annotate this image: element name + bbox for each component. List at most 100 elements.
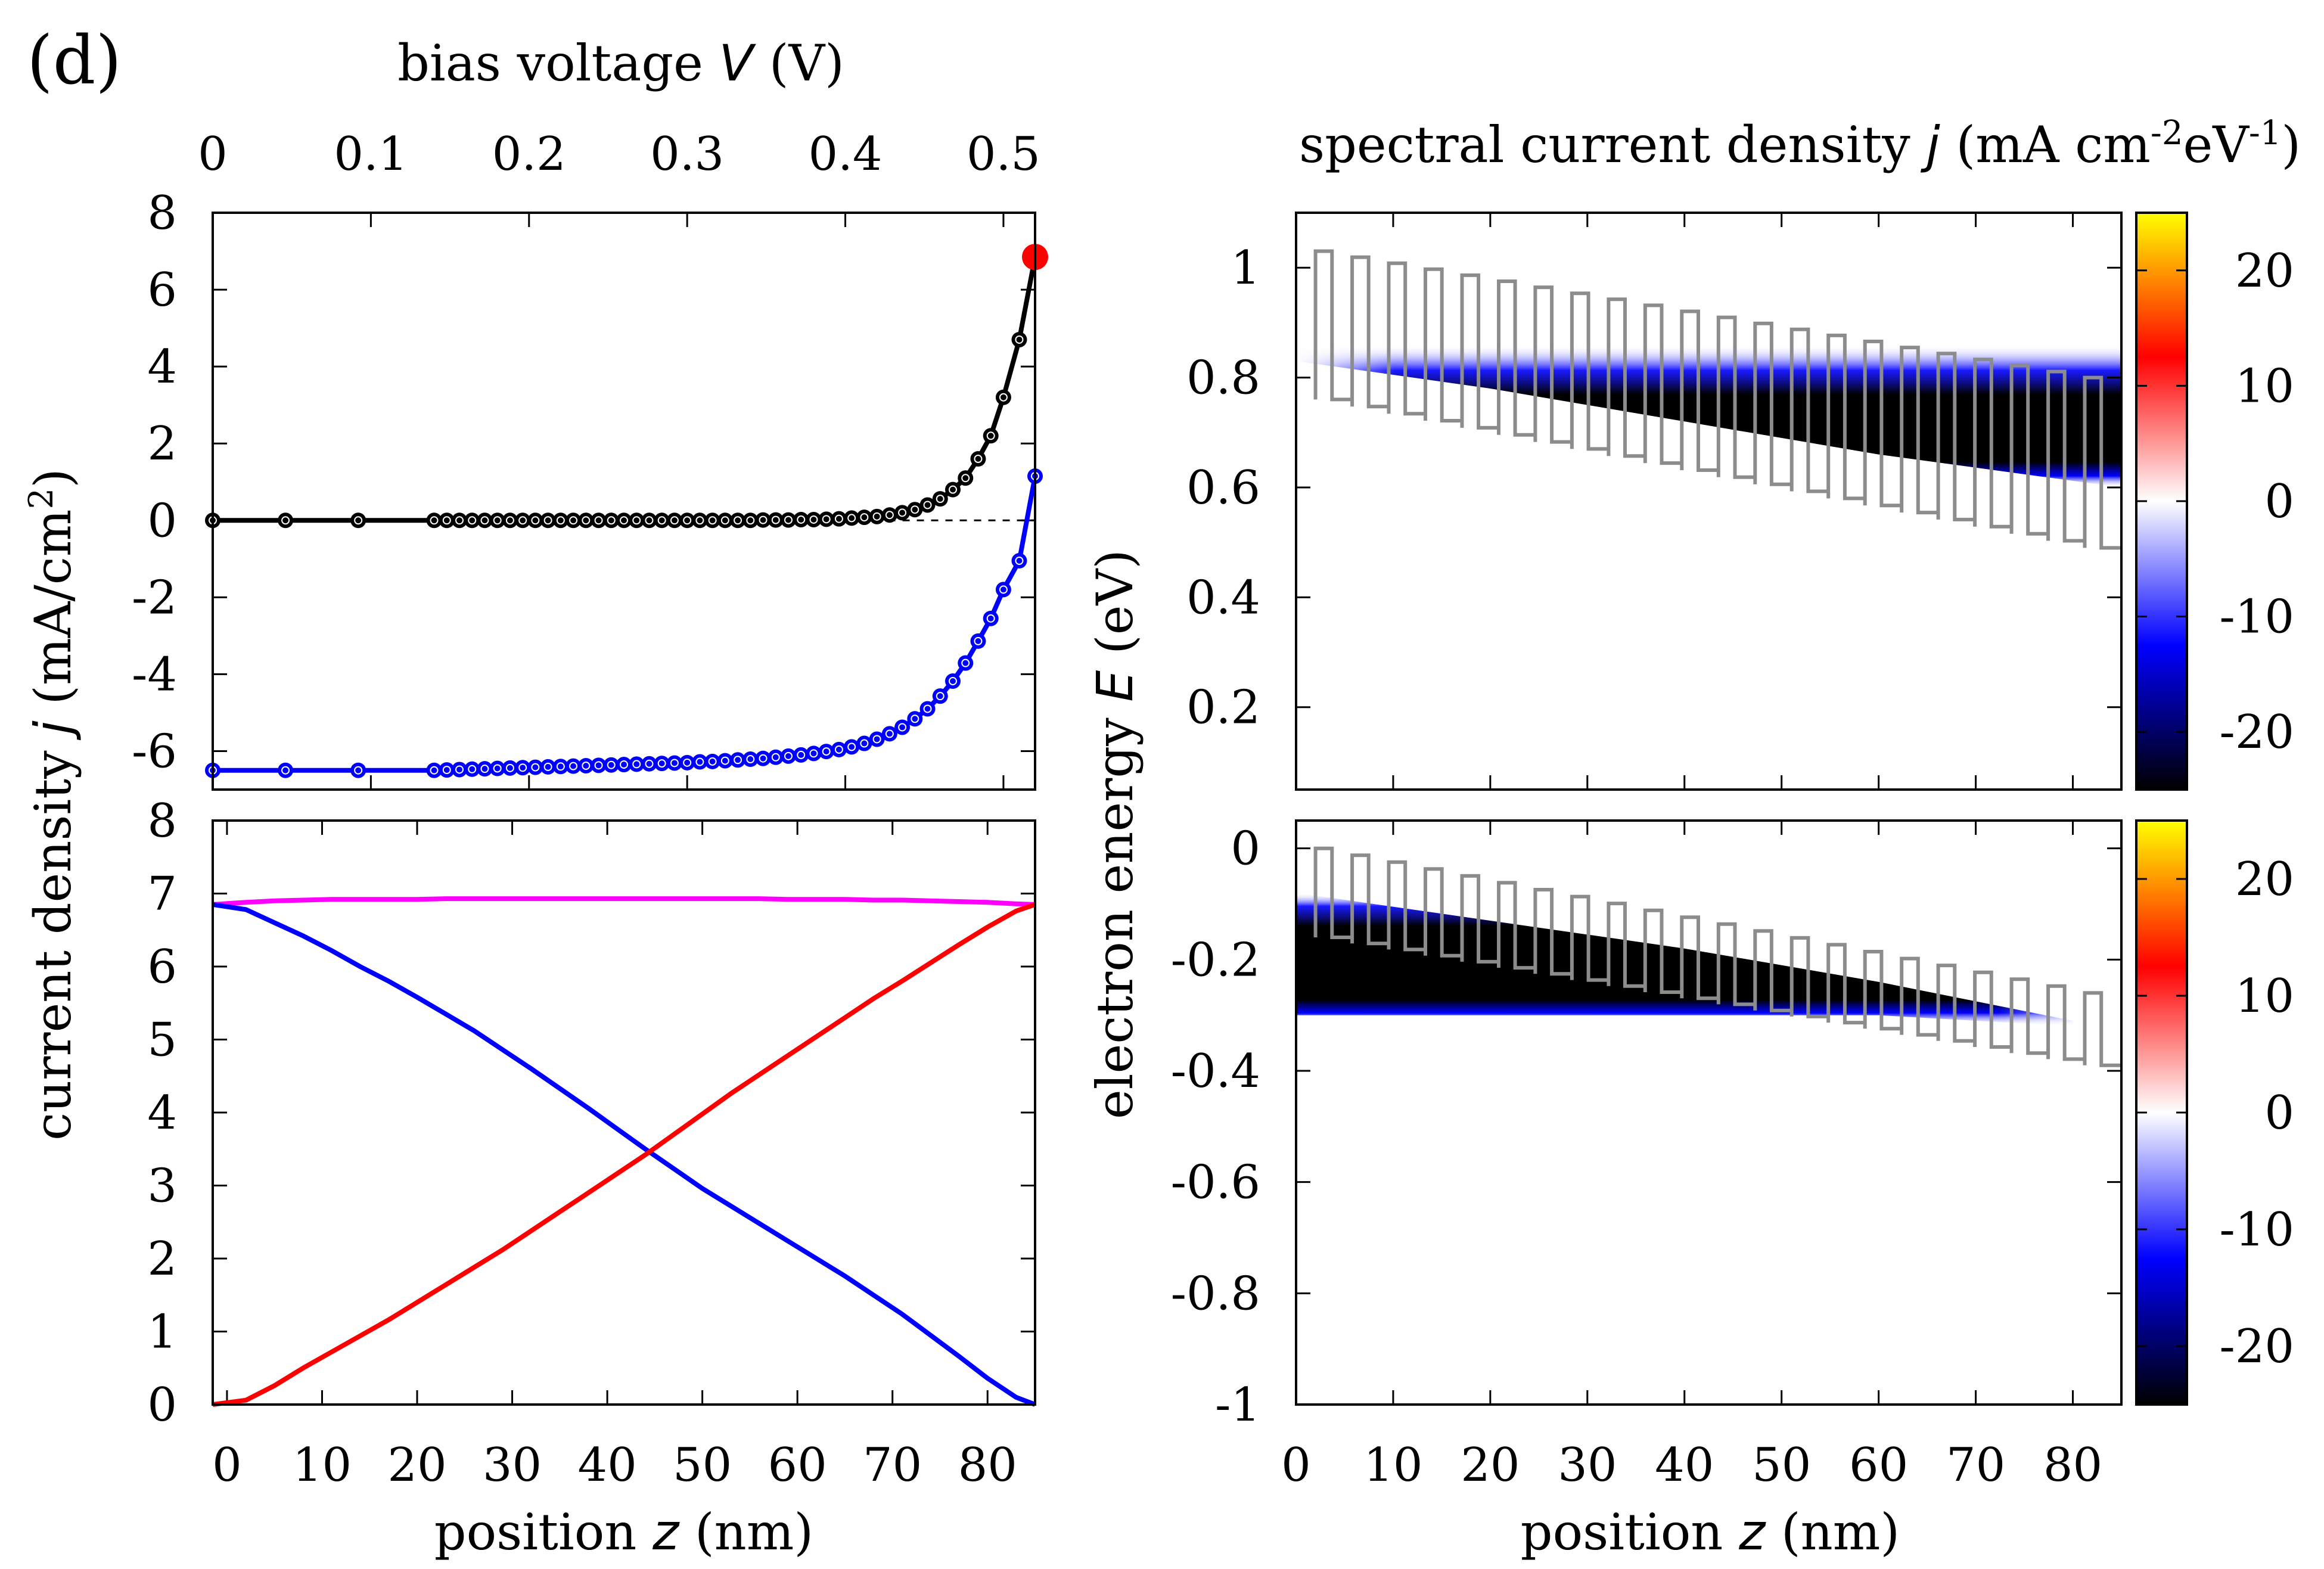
iv-point-ring bbox=[986, 614, 995, 623]
iv-xtick-label: 0.2 bbox=[492, 128, 566, 181]
iv-point-ring bbox=[949, 677, 957, 686]
iv-point-ring bbox=[911, 714, 919, 723]
iv-ytick-label: -6 bbox=[132, 725, 177, 778]
iv-point-dark bbox=[907, 502, 923, 518]
iv-point-dark bbox=[1011, 331, 1027, 347]
hole-band-fade-right bbox=[1296, 821, 2121, 1405]
iv-xlabel-top: bias voltage V (V) bbox=[397, 34, 844, 92]
iv-point-ring bbox=[911, 505, 919, 514]
iv-point-dark bbox=[818, 511, 834, 527]
iv-point-dark bbox=[502, 512, 518, 529]
iv-xtick-label: 0.3 bbox=[650, 128, 724, 181]
colorbar-top-tick-label: 10 bbox=[2235, 359, 2294, 413]
iv-point-ring bbox=[518, 763, 527, 772]
profile-chart: 0 10 20 30 40 50 60 70 80 0 1 2 3 4 5 6 7 8 bbox=[147, 794, 1036, 1492]
iv-point-dark bbox=[932, 491, 948, 507]
profile-ytick-label: 0 bbox=[147, 1378, 177, 1432]
spectral-title-text: spectral current density bbox=[1299, 116, 1926, 174]
spectral-xlabel-unit: (nm) bbox=[1765, 1503, 1900, 1561]
iv-point-ring bbox=[746, 516, 755, 525]
right-ylabel: electron energy E (eV) bbox=[1086, 549, 1144, 1119]
iv-ytick-label: -4 bbox=[132, 648, 177, 701]
hole-xtick-label: 40 bbox=[1655, 1438, 1714, 1492]
hole-xtick-label: 20 bbox=[1461, 1438, 1520, 1492]
spectral-xlabel-text: position bbox=[1521, 1503, 1739, 1561]
iv-point-ring bbox=[734, 516, 742, 525]
iv-point-ring bbox=[569, 762, 578, 770]
colorbar-top-tick-label: -10 bbox=[2219, 591, 2294, 644]
iv-point-illuminated bbox=[869, 731, 885, 747]
panel-label: (d) bbox=[27, 22, 122, 100]
iv-point-ring bbox=[949, 485, 957, 494]
iv-point-dark bbox=[755, 512, 771, 528]
iv-point-illuminated bbox=[907, 711, 923, 727]
iv-point-ring bbox=[582, 516, 591, 525]
iv-point-ring bbox=[797, 750, 806, 759]
profile-xtick-label: 80 bbox=[958, 1438, 1017, 1492]
iv-point-dark bbox=[958, 470, 974, 486]
profile-series bbox=[212, 896, 1036, 1407]
right-ylabel-unit: (eV) bbox=[1086, 549, 1144, 670]
iv-point-ring bbox=[746, 755, 755, 764]
iv-point-ring bbox=[720, 516, 729, 525]
iv-point-ring bbox=[708, 757, 717, 766]
iv-point-illuminated bbox=[818, 744, 834, 760]
iv-point-illuminated bbox=[578, 757, 594, 773]
spectral-title-ev: eV bbox=[2183, 116, 2250, 174]
iv-point-dark bbox=[540, 512, 556, 529]
iv-point-ring bbox=[455, 765, 464, 774]
iv-xtick-label: 0.5 bbox=[967, 128, 1040, 181]
iv-xtick-label: 0 bbox=[198, 128, 228, 181]
profile-xtick-label: 70 bbox=[863, 1438, 922, 1492]
iv-point-ring bbox=[569, 516, 578, 525]
hole-ticks: 0 -0.2 -0.4 -0.6 -0.8 -1 0 10 20 30 40 50 60 70 80 bbox=[1171, 821, 2121, 1492]
iv-point-ring bbox=[354, 516, 363, 525]
colorbar-top-tick-label: 0 bbox=[2264, 475, 2294, 529]
iv-point-ring bbox=[594, 516, 603, 525]
iv-point-dark bbox=[881, 507, 897, 523]
iv-point-illuminated bbox=[654, 756, 670, 772]
iv-point-ring bbox=[354, 766, 363, 775]
colorbar-bottom-tick-label: -10 bbox=[2219, 1203, 2294, 1257]
iv-point-dark bbox=[439, 512, 455, 529]
iv-point-ring bbox=[885, 729, 894, 738]
iv-point-illuminated bbox=[566, 758, 582, 774]
iv-point-ring bbox=[645, 516, 654, 525]
iv-point-dark bbox=[629, 512, 645, 529]
iv-point-dark bbox=[742, 512, 759, 529]
iv-point-ring bbox=[797, 515, 806, 524]
iv-point-dark bbox=[527, 512, 543, 529]
iv-point-illuminated bbox=[629, 756, 645, 772]
iv-point-ring bbox=[822, 515, 831, 524]
iv-point-ring bbox=[493, 764, 502, 773]
iv-point-ring bbox=[923, 704, 932, 713]
iv-point-dark bbox=[654, 512, 670, 529]
profile-line-total bbox=[212, 896, 1036, 907]
iv-point-illuminated bbox=[742, 751, 759, 768]
iv-point-ring bbox=[936, 495, 944, 504]
spectral-xlabel-symbol: z bbox=[1738, 1503, 1766, 1561]
iv-point-dark bbox=[464, 512, 480, 529]
iv-point-ring bbox=[809, 515, 818, 524]
profile-ytick-label: 8 bbox=[147, 794, 177, 848]
iv-point-ring bbox=[708, 516, 717, 525]
iv-ticks: 0 0.1 0.2 0.3 0.4 0.5 -6 -4 -2 0 2 4 6 8 bbox=[132, 128, 1040, 790]
spectral-title-close: ) bbox=[2281, 116, 2301, 174]
iv-point-dark bbox=[477, 512, 493, 529]
iv-point-dark bbox=[489, 512, 505, 529]
colorbar-bottom-tick-label: 20 bbox=[2235, 853, 2294, 906]
colorbar-top-ticks: 20 10 0 -10 -20 bbox=[2136, 244, 2294, 759]
left-ylabel: current density j (mA/cm2) bbox=[22, 468, 82, 1141]
iv-point-illuminated bbox=[831, 741, 847, 757]
iv-point-ring bbox=[518, 516, 527, 525]
iv-ytick-label: 6 bbox=[147, 263, 177, 317]
colorbar-bottom-ticks: 20 10 0 -10 -20 bbox=[2136, 853, 2294, 1374]
iv-point-ring bbox=[860, 513, 869, 522]
iv-point-illuminated bbox=[793, 747, 809, 763]
iv-point-illuminated bbox=[591, 757, 607, 773]
iv-point-ring bbox=[543, 762, 552, 771]
iv-point-ring bbox=[556, 762, 565, 771]
iv-point-illuminated bbox=[856, 735, 872, 751]
electron-ytick-label: 0.6 bbox=[1186, 461, 1260, 515]
